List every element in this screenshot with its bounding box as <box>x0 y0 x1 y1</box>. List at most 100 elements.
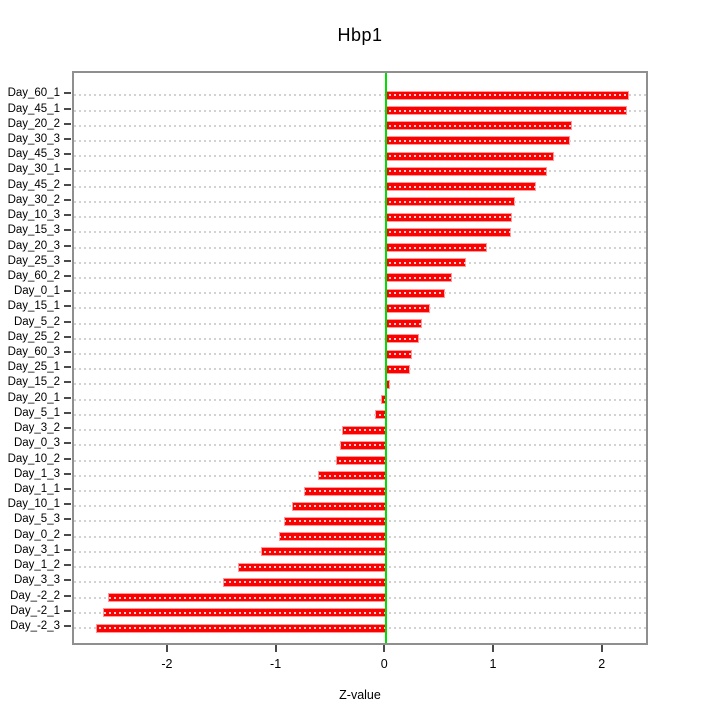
grid-line <box>74 520 646 523</box>
x-tick-label--2: -2 <box>161 657 173 671</box>
grid-line <box>74 474 646 477</box>
y-label-Day_20_1: Day_20_1 <box>7 391 60 404</box>
grid-line <box>74 231 646 234</box>
y-label-Day_3_1: Day_3_1 <box>13 543 60 556</box>
y-label-Day_30_2: Day_30_2 <box>7 193 60 206</box>
y-tick <box>64 351 71 354</box>
x-tick <box>274 645 277 652</box>
grid-line <box>74 413 646 416</box>
y-tick <box>64 411 71 414</box>
y-tick <box>64 320 71 323</box>
y-label-Day_0_2: Day_0_2 <box>13 528 60 541</box>
y-label-Day_15_3: Day_15_3 <box>7 224 60 237</box>
y-label-Day_10_2: Day_10_2 <box>7 452 60 465</box>
x-tick <box>383 645 386 652</box>
y-tick <box>64 305 71 308</box>
y-label-Day_1_2: Day_1_2 <box>13 559 60 572</box>
y-tick <box>64 168 71 171</box>
grid-line <box>74 124 646 127</box>
y-tick <box>64 594 71 597</box>
y-label-Day_30_3: Day_30_3 <box>7 132 60 145</box>
x-tick-label-1: 1 <box>489 657 497 671</box>
y-tick <box>64 274 71 277</box>
y-label-Day_60_3: Day_60_3 <box>7 346 60 359</box>
grid-line <box>74 566 646 569</box>
y-tick <box>64 396 71 399</box>
y-label-Day_5_1: Day_5_1 <box>13 406 60 419</box>
y-label-Day_45_1: Day_45_1 <box>7 102 60 115</box>
y-tick <box>64 335 71 338</box>
grid-line <box>74 200 646 203</box>
grid-line <box>74 368 646 371</box>
grid-line <box>74 398 646 401</box>
chart-title: Hbp1 <box>337 25 383 45</box>
y-tick <box>64 579 71 582</box>
y-label-Day_3_2: Day_3_2 <box>13 422 60 435</box>
y-label-Day_5_3: Day_5_3 <box>13 513 60 526</box>
y-label-Day_25_2: Day_25_2 <box>7 330 60 343</box>
y-label-Day_20_3: Day_20_3 <box>7 239 60 252</box>
x-tick <box>600 645 603 652</box>
y-label-Day_1_3: Day_1_3 <box>13 467 60 480</box>
y-label-Day_10_3: Day_10_3 <box>7 209 60 222</box>
grid-line <box>74 353 646 356</box>
grid-line <box>74 627 646 629</box>
x-tick-label--1: -1 <box>270 657 282 671</box>
y-tick <box>64 244 71 247</box>
y-tick <box>64 92 71 95</box>
grid-line <box>74 155 646 158</box>
y-tick <box>64 122 71 125</box>
grid-line <box>74 444 646 447</box>
grid-line <box>74 276 646 279</box>
y-label-Day_45_3: Day_45_3 <box>7 148 60 161</box>
grid-line <box>74 581 646 584</box>
grid-line <box>74 459 646 462</box>
y-tick <box>64 229 71 232</box>
grid-line <box>74 216 646 219</box>
y-label-Day_45_2: Day_45_2 <box>7 178 60 191</box>
y-tick <box>64 427 71 430</box>
grid-line <box>74 261 646 264</box>
y-label-Day_5_2: Day_5_2 <box>13 315 60 328</box>
y-tick <box>64 609 71 612</box>
y-label-Day_15_2: Day_15_2 <box>7 376 60 389</box>
y-tick <box>64 457 71 460</box>
grid-line <box>74 246 646 249</box>
y-label-Day_-2_2: Day_-2_2 <box>10 589 60 602</box>
y-label-Day_25_1: Day_25_1 <box>7 361 60 374</box>
grid-line <box>74 535 646 538</box>
grid-line <box>74 505 646 508</box>
y-label-Day_1_1: Day_1_1 <box>13 483 60 496</box>
grid-line <box>74 550 646 553</box>
y-label-Day_20_2: Day_20_2 <box>7 117 60 130</box>
y-tick <box>64 381 71 384</box>
grid-line <box>74 170 646 173</box>
y-tick <box>64 366 71 369</box>
y-tick <box>64 548 71 551</box>
x-axis-title: Z-value <box>339 688 381 702</box>
y-label-Day_0_1: Day_0_1 <box>13 285 60 298</box>
y-tick <box>64 290 71 293</box>
y-tick <box>64 259 71 262</box>
grid-line <box>74 490 646 493</box>
y-tick <box>64 625 71 627</box>
y-tick <box>64 214 71 217</box>
y-tick <box>64 107 71 110</box>
grid-line <box>74 322 646 325</box>
x-tick-label-2: 2 <box>598 657 606 671</box>
x-tick <box>165 645 168 652</box>
x-tick <box>491 645 494 652</box>
grid-line <box>74 292 646 295</box>
y-label-Day_-2_1: Day_-2_1 <box>10 604 60 617</box>
zero-reference-line <box>385 73 388 643</box>
y-tick <box>64 488 71 491</box>
y-label-Day_60_2: Day_60_2 <box>7 269 60 282</box>
y-label-Day_3_3: Day_3_3 <box>13 574 60 587</box>
grid-line <box>74 307 646 310</box>
y-tick <box>64 564 71 567</box>
grid-line <box>74 139 646 142</box>
grid-line <box>74 383 646 386</box>
y-tick <box>64 183 71 186</box>
y-label-Day_-2_3: Day_-2_3 <box>10 620 60 632</box>
